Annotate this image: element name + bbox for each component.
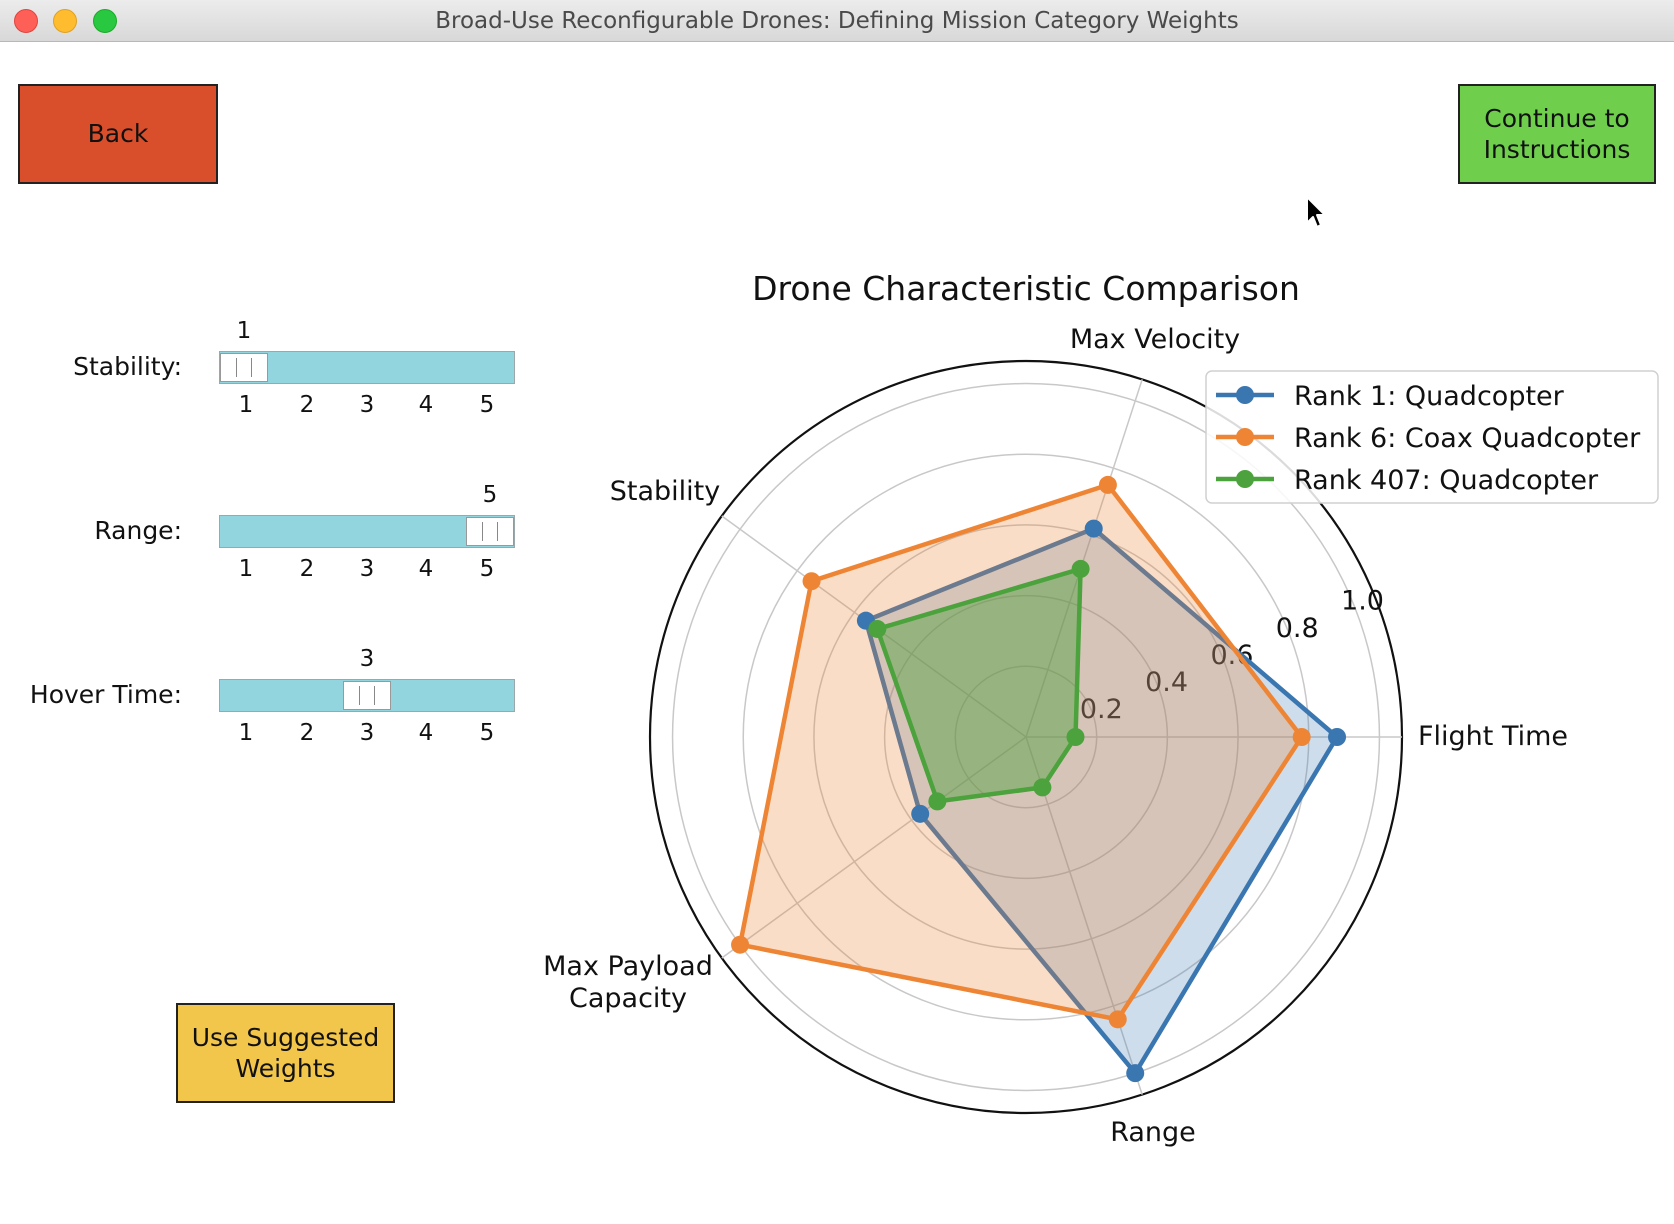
radar-data-point (1071, 559, 1090, 578)
stability-slider-thumb[interactable] (220, 353, 268, 382)
back-button[interactable]: Back (18, 84, 218, 184)
window-close-button[interactable] (14, 9, 38, 33)
stability-slider-value: 1 (236, 318, 252, 344)
radar-data-point (1066, 728, 1085, 746)
continue-to-instructions-button[interactable]: Continue to Instructions (1458, 84, 1656, 184)
radar-data-point (1084, 519, 1103, 538)
radar-data-point (1126, 1064, 1145, 1083)
radar-spoke (1025, 736, 1143, 1095)
tick-label: 2 (299, 556, 315, 582)
chart-legend: Rank 1: Quadcopter Rank 6: Coax Quadcopte… (1205, 370, 1659, 504)
tick-label: 1 (238, 720, 254, 746)
tick-label: 3 (359, 720, 375, 746)
use-suggested-weights-button[interactable]: Use Suggested Weights (176, 1003, 395, 1103)
legend-marker (1236, 386, 1254, 404)
axis-label: Stability (610, 476, 721, 507)
axis-label: Max Velocity (1070, 324, 1240, 355)
radar-data-point (1098, 475, 1117, 494)
radar-data-point (802, 572, 821, 591)
radial-tick-label: 0.8 (1276, 613, 1319, 644)
legend-label: Rank 1: Quadcopter (1294, 381, 1565, 412)
range-slider[interactable] (219, 515, 515, 548)
window-minimize-button[interactable] (53, 9, 77, 33)
axis-label: Flight Time (1418, 721, 1568, 752)
tick-label: 2 (299, 720, 315, 746)
radar-series-polygon (737, 482, 1304, 1022)
tick-label: 3 (359, 392, 375, 418)
tick-label: 5 (479, 556, 495, 582)
radar-data-point (1328, 728, 1347, 746)
range-slider-thumb[interactable] (466, 517, 514, 546)
radar-spoke (721, 736, 1027, 959)
radar-data-point (1033, 778, 1052, 797)
radar-data-point (928, 792, 947, 811)
radar-data-point (911, 804, 930, 823)
tick-label: 5 (479, 392, 495, 418)
tick-label: 2 (299, 392, 315, 418)
radar-spoke (1025, 379, 1143, 738)
radar-series-polygon (863, 526, 1340, 1076)
radar-data-point (1292, 728, 1311, 746)
hover-time-slider-thumb[interactable] (343, 681, 391, 710)
stability-slider[interactable] (219, 351, 515, 384)
radar-grid: 0.20.40.60.81.0 (648, 359, 1404, 1115)
axis-label: Range (1110, 1117, 1196, 1148)
radar-axis-labels: Flight Time Max Velocity Stability Max Payl… (543, 324, 1568, 1148)
tick-label: 4 (418, 556, 434, 582)
range-slider-label: Range: (94, 516, 182, 545)
tick-label: 1 (238, 392, 254, 418)
radar-data-point (1108, 1010, 1127, 1029)
hover-time-slider-value: 3 (359, 646, 375, 672)
tick-label: 1 (238, 556, 254, 582)
radial-tick-label: 0.4 (1145, 667, 1188, 698)
chart-title: Drone Characteristic Comparison (752, 269, 1300, 308)
radar-series-group (731, 475, 1347, 1083)
legend-label: Rank 6: Coax Quadcopter (1294, 423, 1641, 454)
window-maximize-button[interactable] (93, 9, 117, 33)
radial-tick-label: 1.0 (1341, 586, 1384, 617)
hover-time-slider[interactable] (219, 679, 515, 712)
range-slider-value: 5 (482, 482, 498, 508)
axis-label: Max Payload Capacity (543, 951, 713, 1014)
legend-marker (1236, 470, 1254, 488)
hover-time-slider-label: Hover Time: (29, 680, 182, 709)
window-title: Broad-Use Reconfigurable Drones: Definin… (435, 8, 1239, 34)
radar-data-point (868, 619, 887, 638)
tick-label: 3 (359, 556, 375, 582)
window-titlebar: Broad-Use Reconfigurable Drones: Definin… (0, 0, 1674, 42)
legend-box (1205, 370, 1659, 504)
radar-series-polygon (875, 566, 1083, 804)
stability-slider-label: Stability: (73, 352, 182, 381)
tick-label: 4 (418, 720, 434, 746)
tick-label: 4 (418, 392, 434, 418)
legend-marker (1236, 428, 1254, 446)
tick-label: 5 (479, 720, 495, 746)
radar-data-point (731, 935, 750, 954)
mouse-cursor-icon (1306, 196, 1326, 228)
legend-label: Rank 407: Quadcopter (1294, 465, 1599, 496)
radial-tick-label: 0.2 (1080, 694, 1123, 725)
